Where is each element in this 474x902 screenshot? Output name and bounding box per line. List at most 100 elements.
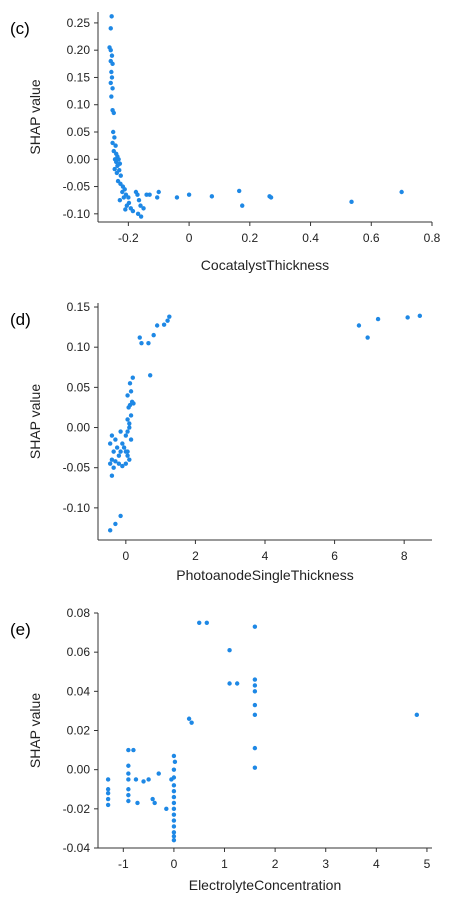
scatter-point	[126, 787, 131, 792]
scatter-point	[172, 759, 178, 765]
scatter-point	[209, 194, 215, 199]
scatter-point	[147, 192, 152, 197]
scatter-point	[135, 211, 141, 217]
scatter-point	[171, 753, 177, 759]
scatter-point	[405, 315, 410, 320]
scatter-point	[252, 712, 258, 718]
scatter-point	[152, 800, 157, 806]
scatter-point	[151, 332, 156, 338]
scatter-point	[113, 437, 118, 442]
x-tick-label: 6	[331, 549, 338, 563]
panel-c-cocatalyst-thickness: (c) 0.250.200.150.100.050.00-0.05-0.10-0.…	[10, 12, 441, 273]
scatter-point	[141, 779, 146, 784]
scatter-point	[365, 335, 370, 340]
scatter-point	[105, 787, 111, 792]
scatter-point	[110, 129, 116, 135]
scatter-point	[146, 340, 151, 346]
y-tick-label: 0.10	[67, 340, 91, 354]
scatter-point	[118, 449, 123, 454]
scatter-point	[252, 683, 258, 688]
scatter-point	[252, 745, 258, 751]
scatter-point	[154, 323, 160, 328]
scatter-point	[125, 449, 130, 454]
scatter-point	[234, 681, 240, 686]
scatter-point	[252, 689, 258, 694]
scatter-point	[133, 777, 139, 782]
scatter-point	[126, 195, 131, 200]
scatter-point	[112, 135, 117, 140]
scatter-point	[138, 203, 143, 208]
scatter-point	[105, 802, 111, 808]
scatter-point	[141, 206, 146, 211]
scatter-point	[130, 375, 135, 380]
scatter-point	[114, 445, 120, 450]
scatter-point	[108, 80, 113, 86]
y-tick-label: -0.05	[63, 180, 91, 194]
x-tick-label: 0	[171, 857, 178, 871]
scatter-point	[112, 166, 117, 172]
scatter-point	[227, 648, 232, 653]
scatter-point	[109, 53, 115, 58]
scatter-point	[189, 720, 194, 725]
scatter-point	[121, 195, 127, 200]
scatter-point	[125, 453, 130, 458]
scatter-point	[109, 69, 114, 75]
scatter-point	[268, 195, 274, 200]
x-axis-label: CocatalystThickness	[201, 257, 329, 273]
y-tick-label: -0.10	[63, 207, 91, 221]
scatter-point	[375, 316, 381, 322]
scatter-point	[113, 143, 118, 148]
scatter-point	[156, 771, 161, 776]
scatter-point	[111, 110, 116, 116]
scatter-point	[156, 189, 161, 195]
x-tick-label: 5	[424, 857, 431, 871]
scatter-point	[167, 314, 172, 319]
x-tick-label: 3	[322, 857, 329, 871]
scatter-point	[109, 75, 115, 80]
scatter-point	[123, 461, 129, 466]
scatter-point	[171, 767, 177, 772]
scatter-point	[118, 513, 123, 519]
scatter-point	[252, 765, 258, 770]
scatter-point	[107, 528, 113, 533]
x-tick-label: 8	[401, 549, 408, 563]
scatter-point	[227, 681, 232, 686]
scatter-point	[126, 763, 131, 768]
scatter-point	[126, 798, 131, 804]
scatter-point	[171, 812, 177, 817]
scatter-point	[136, 197, 142, 203]
scatter-point	[125, 429, 130, 434]
scatter-point	[252, 624, 258, 629]
scatter-point	[130, 208, 136, 214]
x-tick-label: 0	[186, 231, 193, 245]
y-axis-label: SHAP value	[27, 79, 43, 154]
scatter-point	[236, 188, 242, 194]
scatter-point	[109, 433, 115, 438]
scatter-point	[127, 425, 132, 430]
scatter-point	[131, 747, 136, 753]
scatter-point	[171, 837, 177, 843]
scatter-point	[147, 373, 153, 378]
scatter-point	[139, 340, 144, 346]
scatter-point	[165, 318, 170, 323]
y-tick-label: 0.02	[67, 724, 91, 738]
y-tick-label: 0.00	[67, 152, 91, 166]
y-axis-label: SHAP value	[27, 693, 43, 768]
y-tick-label: 0.25	[67, 16, 91, 30]
scatter-point	[126, 777, 131, 782]
y-tick-label: 0.08	[67, 606, 91, 620]
y-tick-label: 0.15	[67, 300, 91, 314]
panel-d-photoanode-single-thickness: (d) 0.15 0.10 0.05 0.00 -0.05 -0.10 0 2 4 6 8 Photoa…	[10, 300, 432, 583]
panel-e-electrolyte-concentration: (e) 0.08 0.06 0.04 0.02 0.00 -0.02 -0.04 -1 0 1 2 3 4…	[10, 606, 432, 893]
scatter-point	[252, 677, 258, 682]
scatter-point	[164, 806, 169, 812]
scatter-point	[161, 322, 167, 327]
scatter-point	[111, 449, 116, 454]
x-axis-label: ElectrolyteConcentration	[189, 877, 342, 893]
scatter-point	[125, 417, 130, 422]
scatter-point	[123, 433, 129, 438]
x-tick-label: 0.6	[363, 231, 380, 245]
scatter-point	[113, 521, 118, 527]
scatter-point	[138, 214, 144, 219]
scatter-point	[120, 189, 125, 195]
